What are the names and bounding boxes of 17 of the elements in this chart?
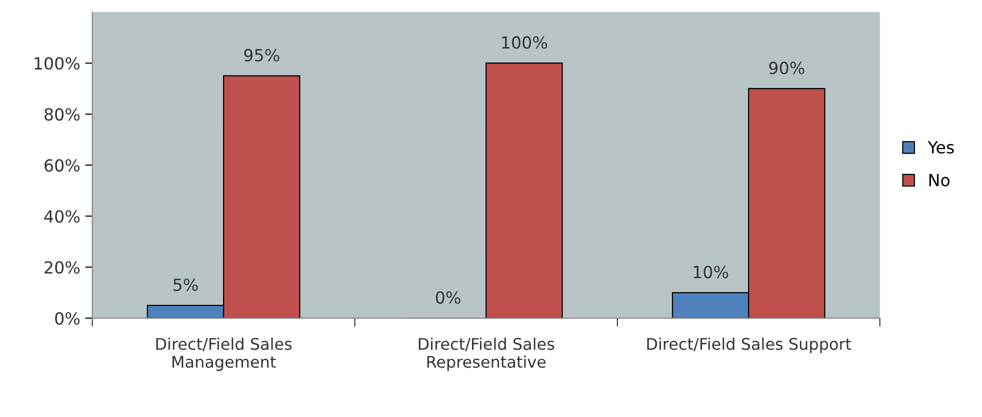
data-label: 100% (502, 36, 548, 49)
y-tick-label: 0% (55, 312, 80, 325)
y-tick-label: 80% (44, 108, 80, 121)
x-tick-label: Direct/Field Sales Representative (418, 338, 554, 371)
legend-label: No (929, 174, 950, 186)
x-tick-label: Direct/Field Sales Management (156, 338, 292, 371)
legend-label: Yes (928, 141, 954, 154)
y-tick-label: 40% (44, 210, 80, 223)
data-label: 0% (436, 291, 460, 304)
data-label: 5% (174, 278, 198, 292)
data-label: 90% (769, 62, 804, 74)
y-tick-label: 20% (44, 261, 80, 274)
data-label: 10% (694, 266, 728, 278)
y-tick-label: 60% (44, 159, 80, 172)
x-tick-label: Direct/Field Sales Support (647, 338, 852, 354)
y-tick-label: 100% (34, 57, 80, 70)
data-label: 95% (244, 48, 280, 62)
